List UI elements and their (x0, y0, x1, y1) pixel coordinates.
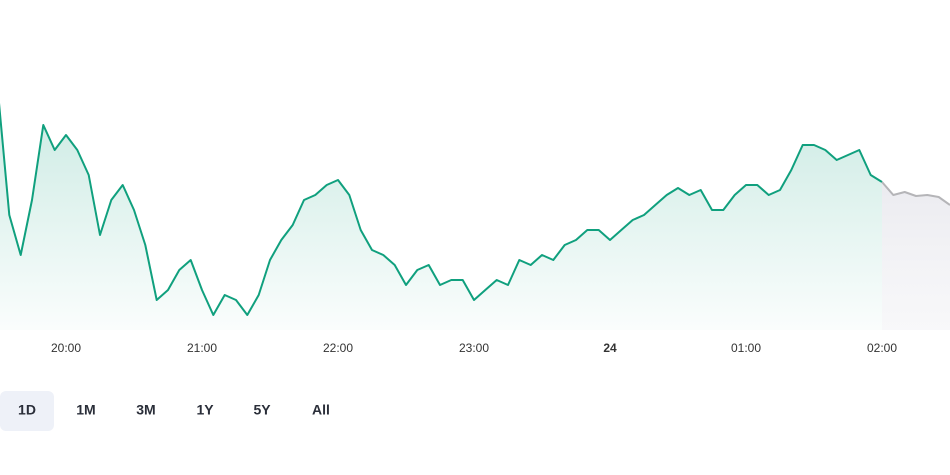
range-button[interactable]: 1Y (196, 402, 214, 418)
x-tick-label: 01:00 (731, 341, 761, 355)
price-line (881, 181, 950, 206)
x-tick-label: 22:00 (323, 341, 353, 355)
price-line (0, 102, 883, 316)
x-tick-label: 21:00 (187, 341, 217, 355)
range-button[interactable]: All (312, 402, 330, 418)
range-button[interactable]: 1M (76, 402, 95, 418)
selected-range-bg (0, 391, 54, 431)
x-tick-label: 23:00 (459, 341, 489, 355)
x-tick-label: 24 (603, 341, 617, 355)
range-button[interactable]: 1D (18, 402, 36, 418)
x-tick-label: 02:00 (867, 341, 897, 355)
x-tick-label: 20:00 (51, 341, 81, 355)
area-fill (0, 113, 882, 330)
range-button[interactable]: 5Y (253, 402, 271, 418)
area-fill (882, 182, 950, 330)
range-button[interactable]: 3M (136, 402, 155, 418)
